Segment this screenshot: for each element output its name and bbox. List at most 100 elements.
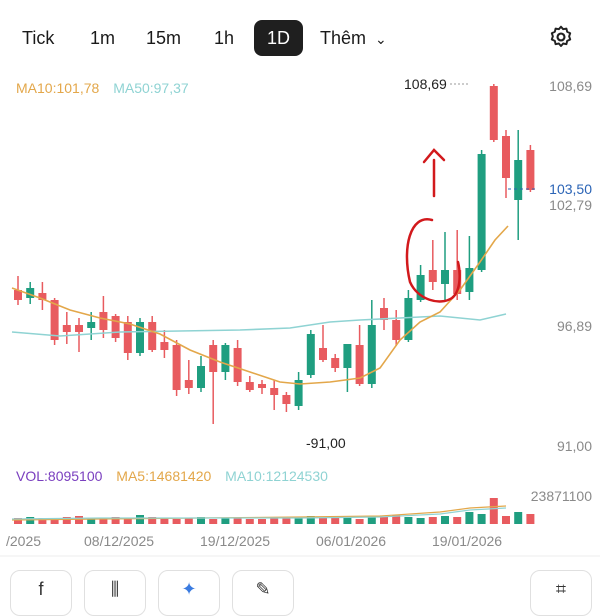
tab-1h[interactable]: 1h xyxy=(214,28,235,48)
volume-bar xyxy=(184,518,193,524)
volume-bar xyxy=(148,517,157,524)
x-label-0: /2025 xyxy=(6,533,42,549)
candle-body xyxy=(441,270,449,284)
volume-bar xyxy=(514,512,523,524)
volume-bar xyxy=(489,498,498,524)
function-icon: f xyxy=(38,579,44,599)
volume-bar xyxy=(38,518,47,524)
candle-body xyxy=(258,384,266,388)
candle-body xyxy=(514,160,523,200)
ma50-legend: MA50:97,37 xyxy=(113,80,189,96)
volume-bar xyxy=(319,518,327,524)
pencil-icon: ✎ xyxy=(255,579,271,599)
x-label-3: 06/01/2026 xyxy=(316,533,387,549)
volume-bar xyxy=(306,516,315,524)
candle-body xyxy=(148,322,157,350)
ma10-legend: MA10:101,78 xyxy=(16,80,100,96)
ma10-line xyxy=(11,225,509,385)
volume-bar xyxy=(343,517,352,524)
tab-1m[interactable]: 1m xyxy=(90,28,116,48)
volume-bar xyxy=(404,517,413,524)
candle-body xyxy=(489,86,498,140)
volume-bar xyxy=(416,518,425,524)
drawn-arrow-annotation xyxy=(422,148,446,198)
chevron-down-icon: ⌄ xyxy=(375,31,387,47)
candle-body xyxy=(87,322,96,328)
volume-bar xyxy=(99,518,108,524)
x-label-4: 19/01/2026 xyxy=(432,533,503,549)
candle-body xyxy=(294,380,303,406)
volume-bar xyxy=(258,519,266,524)
high-annotation: 108,69 xyxy=(404,76,447,92)
volume-bar xyxy=(75,516,83,524)
timeframe-tabs: Tick 1m 15m 1h 1D Thêm ⌄ xyxy=(0,0,600,72)
function-button[interactable]: f xyxy=(10,570,72,616)
ma50-line xyxy=(11,313,507,337)
volume-bar xyxy=(392,515,401,524)
candle-body xyxy=(270,388,279,395)
candle-body xyxy=(306,334,315,375)
candle-body xyxy=(331,358,340,368)
volume-bar xyxy=(355,519,364,524)
candle-body xyxy=(38,293,47,300)
candle-body xyxy=(453,270,462,294)
drawn-circle-annotation xyxy=(405,218,461,303)
x-label-1: 08/12/2025 xyxy=(84,533,155,549)
candle-body xyxy=(502,136,510,178)
price-axis-bottom: 91,00 xyxy=(556,438,592,454)
candle-body xyxy=(416,275,425,300)
tab-1d[interactable]: 1D xyxy=(254,20,304,56)
tab-tick[interactable]: Tick xyxy=(22,28,55,48)
volume-bar xyxy=(477,514,486,524)
gear-icon[interactable] xyxy=(548,24,574,50)
price-axis-last: 103,50 xyxy=(549,181,592,197)
volume-bar xyxy=(441,516,449,524)
volume-bar xyxy=(136,515,144,524)
volume-bar xyxy=(367,516,376,524)
tab-15m[interactable]: 15m xyxy=(146,28,182,48)
candle-body xyxy=(343,344,352,368)
ai-button[interactable]: ✦ xyxy=(158,570,220,616)
candle-body xyxy=(75,325,83,332)
volume-bar xyxy=(197,517,205,524)
scan-icon: ⌗ xyxy=(555,579,567,599)
volume-bar xyxy=(282,517,291,524)
candle-body xyxy=(123,322,132,353)
volume-bar xyxy=(502,516,510,524)
scan-button[interactable]: ⌗ xyxy=(530,570,592,616)
candle-body xyxy=(355,345,364,384)
price-axis-top: 108,69 xyxy=(549,78,592,94)
candle-body xyxy=(428,270,437,282)
price-chart[interactable] xyxy=(0,0,600,600)
tab-more[interactable]: Thêm ⌄ xyxy=(312,20,395,56)
candle-body xyxy=(526,150,535,190)
volume-bar xyxy=(62,517,71,524)
volume-bar xyxy=(526,514,535,524)
x-label-2: 19/12/2025 xyxy=(200,533,271,549)
draw-button[interactable]: ✎ xyxy=(232,570,294,616)
volume-bar xyxy=(331,518,340,524)
volume-bar xyxy=(233,518,242,524)
candle-body xyxy=(319,348,327,360)
low-annotation: -91,00 xyxy=(306,435,346,451)
sparkle-icon: ✦ xyxy=(181,579,197,599)
candle-body xyxy=(62,325,71,332)
candle-body xyxy=(282,395,291,404)
candle-body xyxy=(233,348,242,382)
volume-bar xyxy=(160,518,169,524)
candlestick-icon: ⫼ xyxy=(110,579,120,599)
candle-body xyxy=(136,322,144,353)
price-axis-mid: 102,79 xyxy=(549,197,592,213)
volume-bar xyxy=(209,519,218,524)
volume-bar xyxy=(453,517,462,524)
candle-body xyxy=(184,380,193,388)
volume-bar xyxy=(428,517,437,524)
candle-body xyxy=(367,325,376,384)
candle-body xyxy=(50,300,59,340)
candle-body xyxy=(392,320,401,340)
volume-ma10-line xyxy=(11,507,507,520)
vol-legend: VOL:8095100 xyxy=(16,468,103,484)
candle-body xyxy=(245,382,254,390)
indicator-button[interactable]: ⫼ xyxy=(84,570,146,616)
candle-body xyxy=(380,308,388,320)
